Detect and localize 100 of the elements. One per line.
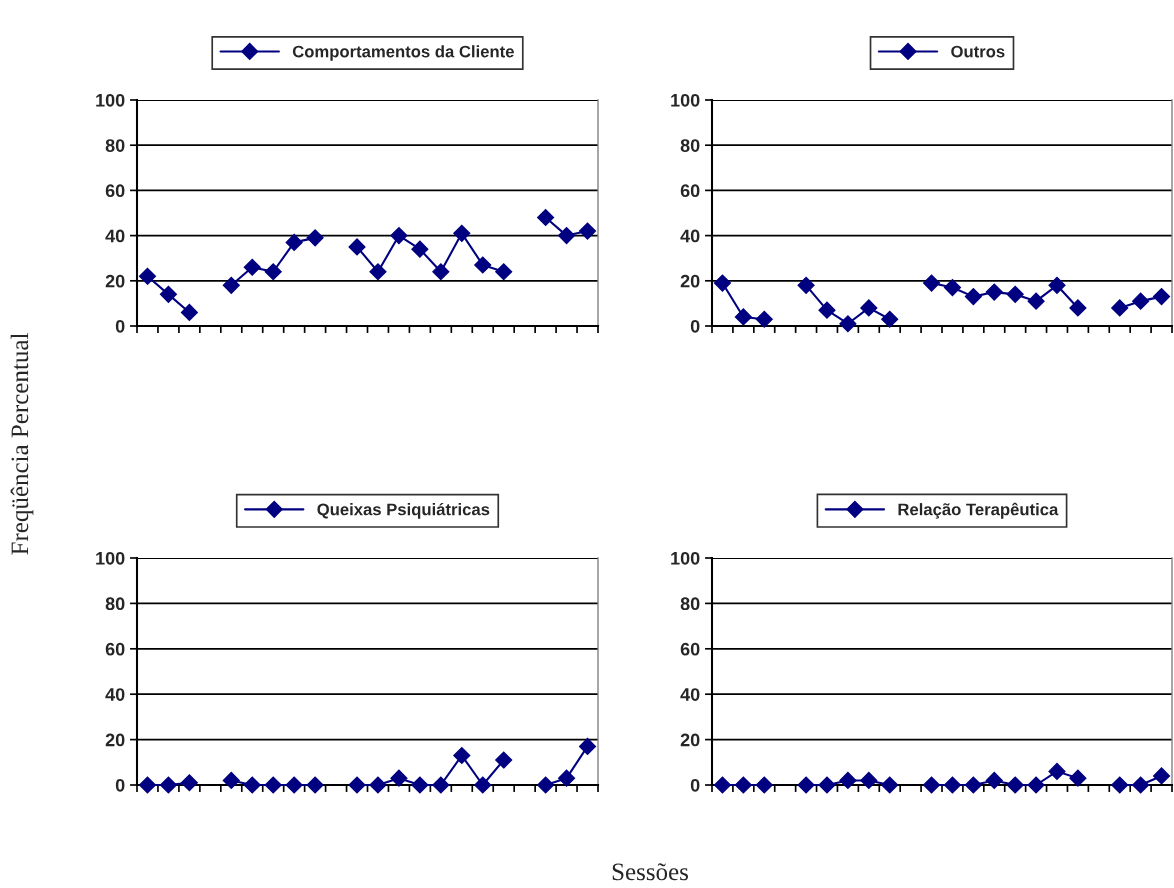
legend-label: Outros — [951, 45, 1005, 58]
point — [306, 776, 324, 794]
y-tick-label: 60 — [680, 184, 700, 198]
point — [881, 776, 899, 794]
point — [1006, 285, 1024, 303]
point — [1132, 292, 1150, 310]
point — [495, 751, 513, 769]
point — [1027, 776, 1045, 794]
point — [734, 308, 752, 326]
point — [1069, 299, 1087, 317]
point — [138, 776, 157, 794]
point — [243, 258, 261, 276]
point — [348, 238, 366, 256]
point — [306, 229, 324, 247]
y-tick-label: 40 — [105, 229, 125, 243]
point — [1048, 276, 1066, 294]
point — [985, 283, 1003, 301]
point — [1132, 776, 1150, 794]
point — [432, 263, 450, 281]
point — [818, 301, 836, 319]
y-axis-title: Freqüência Percentual — [10, 333, 34, 555]
y-tick-label: 40 — [680, 229, 700, 243]
point — [180, 303, 198, 321]
point — [558, 769, 576, 787]
y-tick-label: 20 — [680, 274, 700, 288]
point — [860, 299, 878, 317]
y-tick-label: 60 — [105, 184, 125, 198]
point — [964, 288, 982, 306]
point — [411, 776, 429, 794]
y-tick-label: 100 — [671, 551, 700, 565]
y-tick-label: 100 — [671, 93, 700, 107]
point — [578, 737, 597, 755]
point — [243, 776, 261, 794]
point — [1152, 288, 1171, 306]
legend-label: Queixas Psiquiátricas — [317, 502, 490, 519]
point — [1069, 769, 1087, 787]
point — [1111, 299, 1129, 317]
point — [285, 776, 303, 794]
y-tick-label: 0 — [115, 319, 125, 333]
point — [159, 776, 177, 794]
point — [474, 776, 492, 794]
y-tick-label: 60 — [105, 642, 125, 656]
y-tick-label: 0 — [690, 778, 700, 792]
y-tick-label: 20 — [105, 274, 125, 288]
point — [264, 776, 282, 794]
point — [797, 276, 815, 294]
point — [922, 776, 941, 794]
y-tick-label: 100 — [96, 93, 125, 107]
point — [713, 274, 732, 292]
legend-label: Comportamentos da Cliente — [292, 45, 514, 61]
point — [390, 227, 408, 245]
point — [369, 776, 387, 794]
y-tick-label: 20 — [105, 733, 125, 747]
point — [839, 315, 857, 333]
y-tick-label: 80 — [680, 597, 700, 611]
point — [1111, 776, 1129, 794]
point — [985, 771, 1003, 790]
point — [558, 227, 576, 245]
point — [474, 256, 492, 274]
point — [1006, 776, 1024, 794]
point — [369, 263, 387, 281]
point — [222, 771, 240, 790]
y-tick-label: 80 — [680, 139, 700, 152]
y-tick-label: 40 — [680, 688, 700, 701]
point — [138, 267, 157, 285]
y-tick-label: 100 — [96, 551, 125, 565]
point — [1152, 767, 1171, 785]
point — [453, 224, 471, 242]
point — [881, 310, 899, 328]
point — [285, 233, 303, 251]
y-tick-label: 80 — [105, 139, 125, 152]
x-axis-title: Sessões — [612, 863, 688, 881]
point — [411, 240, 429, 258]
point — [818, 776, 836, 794]
point — [860, 771, 878, 790]
point — [713, 776, 732, 794]
point — [1048, 762, 1066, 780]
point — [797, 776, 815, 794]
point — [1027, 292, 1045, 310]
point — [922, 274, 941, 292]
point — [943, 776, 962, 794]
point — [180, 774, 198, 792]
point — [943, 279, 962, 297]
point — [839, 771, 857, 790]
point — [537, 776, 555, 794]
y-tick-label: 40 — [105, 688, 125, 701]
point — [264, 263, 282, 281]
point — [495, 263, 513, 281]
point — [222, 276, 240, 294]
point — [432, 776, 450, 794]
point — [159, 285, 177, 303]
y-tick-label: 80 — [105, 597, 125, 611]
y-tick-label: 60 — [680, 642, 700, 656]
y-tick-label: 20 — [680, 733, 700, 747]
point — [755, 310, 773, 328]
y-tick-label: 0 — [690, 319, 700, 333]
point — [964, 776, 982, 794]
point — [578, 222, 597, 240]
point — [537, 208, 555, 227]
y-tick-label: 0 — [115, 778, 125, 792]
